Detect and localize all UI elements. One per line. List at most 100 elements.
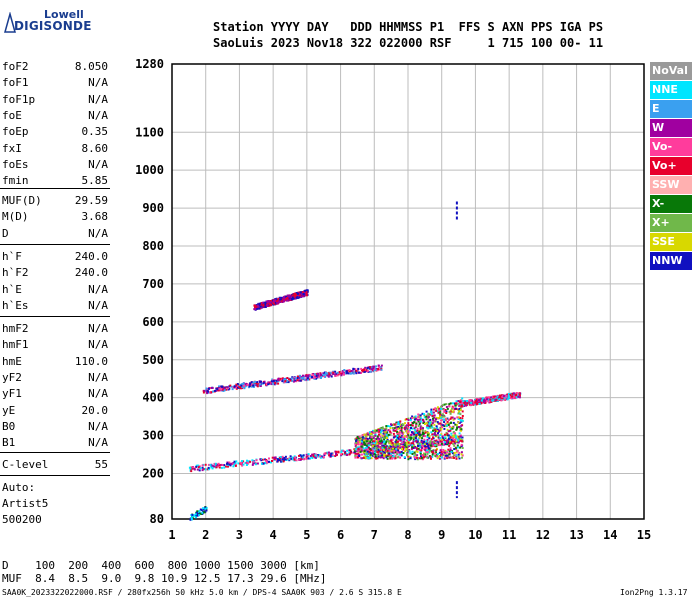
echo-point [440,407,443,410]
echo-point [347,372,350,375]
echo-point [418,436,421,439]
echo-point [409,429,411,432]
echo-point [355,441,358,444]
y-tick-label: 1000 [135,163,164,177]
echo-point [439,440,442,443]
param-row: foF1 N/A [2,76,108,90]
echo-point [432,444,435,447]
echo-point [370,431,373,434]
echo-point [376,445,379,447]
echo-point [372,454,375,457]
echo-point [432,436,434,439]
legend-item: Vo+ [650,157,692,175]
echo-point [233,385,236,388]
echo-point [449,402,452,405]
echo-point [201,464,204,467]
echo-point [397,426,400,428]
echo-point [211,465,214,468]
echo-point [455,455,458,458]
echo-point [435,445,438,448]
echo-point [417,416,420,418]
echo-point [360,442,363,445]
echo-point [389,456,392,459]
echo-point [277,377,280,380]
echo-point [363,369,366,372]
echo-point [205,506,208,509]
legend-item: SSE [650,233,692,251]
echo-point [386,437,388,439]
echo-point [315,455,318,458]
echo-point [360,445,363,448]
y-tick-label: 500 [142,353,164,367]
echo-point [324,376,327,378]
echo-point [296,379,299,382]
echo-point [284,458,287,461]
echo-point [283,378,286,381]
echo-point [456,427,459,430]
echo-point [207,387,210,390]
echo-point [276,301,279,304]
echo-point [407,458,410,461]
echo-point [253,304,256,307]
echo-point [452,443,455,446]
echo-point [444,451,446,454]
echo-point [407,419,410,421]
echo-point [457,418,460,420]
y-tick-label: 80 [150,512,164,526]
echo-point [432,411,435,414]
echo-point [474,399,477,402]
echo-point [330,452,333,455]
echo-point [404,418,407,421]
echo-point [395,428,398,431]
echo-point [281,380,284,383]
echo-point [377,439,380,442]
echo-point [509,394,512,396]
echo-point [411,453,414,455]
echo-point [410,427,412,429]
echo-point [235,386,237,389]
echo-point [374,441,377,443]
echo-point [456,426,459,429]
echo-point [418,457,421,460]
echo-point [322,372,325,375]
echo-point [455,440,458,443]
echo-point [369,455,372,458]
echo-point [459,438,462,441]
echo-point [405,446,408,449]
echo-point [436,428,439,431]
echo-point [363,433,366,436]
echo-point [303,378,306,381]
echo-point [293,297,296,299]
echo-point [273,456,276,459]
echo-point [514,395,517,398]
echo-point [284,380,287,383]
echo-point [253,308,256,311]
echo-point [383,452,386,454]
echo-point [372,431,375,434]
echo-point [304,289,307,292]
echo-point [317,374,320,377]
echo-point [262,382,265,385]
echo-point [503,398,506,401]
echo-point [240,462,243,464]
param-name: foEp [2,125,29,139]
echo-point [431,455,434,458]
echo-point [445,422,448,425]
echo-point [200,512,203,515]
echo-point [270,380,273,383]
echo-point [199,467,202,470]
echo-point [418,423,421,426]
echo-point [455,437,457,440]
echo-point [446,417,449,420]
echo-point [390,440,393,443]
echo-point [445,403,448,406]
echo-point [369,366,372,369]
echo-point [383,441,386,444]
x-tick-label: 14 [603,528,617,542]
echo-point [300,377,303,380]
echo-point [389,427,392,430]
echo-point [228,463,231,466]
echo-point [356,452,359,455]
echo-point [362,447,365,450]
echo-point [274,381,277,384]
